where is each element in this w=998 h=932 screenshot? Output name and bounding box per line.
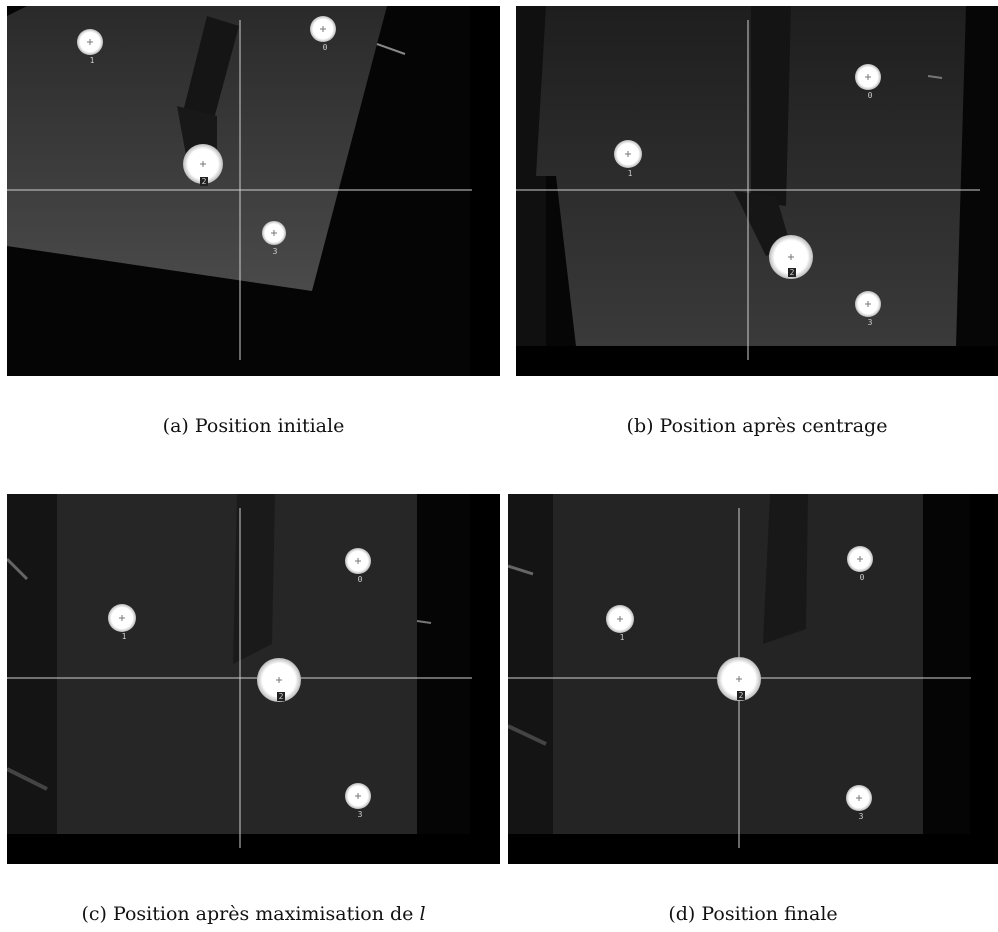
marker-2: 2 xyxy=(183,144,223,186)
marker-3: 3 xyxy=(855,291,881,327)
marker-label: 0 xyxy=(860,573,865,582)
caption-d: (d) Position finale xyxy=(668,903,838,925)
marker-label: 2 xyxy=(202,177,207,186)
panel-b-svg: 0 1 2 3 xyxy=(516,6,998,376)
marker-label: 3 xyxy=(358,810,363,819)
marker-label: 1 xyxy=(628,169,633,178)
marker-1: 1 xyxy=(606,605,634,642)
marker-label: 2 xyxy=(279,692,284,701)
marker-0: 0 xyxy=(310,16,336,52)
marker-3: 3 xyxy=(846,785,872,821)
caption-b: (b) Position après centrage xyxy=(626,415,888,437)
marker-label: 1 xyxy=(620,633,625,642)
panel-b-image: 0 1 2 3 xyxy=(516,6,998,376)
shadow-arm xyxy=(751,6,791,206)
caption-a: (a) Position initiale xyxy=(162,415,345,437)
panel-a-svg: 0 1 2 3 xyxy=(7,6,500,376)
marker-label: 3 xyxy=(859,812,864,821)
glint xyxy=(376,43,406,55)
marker-3: 3 xyxy=(345,783,371,819)
panel-a-image: 0 1 2 3 xyxy=(7,6,500,376)
marker-0: 0 xyxy=(855,64,881,100)
shadow-arm xyxy=(233,494,275,664)
marker-label: 3 xyxy=(868,318,873,327)
marker-2: 2 xyxy=(257,658,301,702)
marker-label: 2 xyxy=(739,691,744,700)
marker-label: 1 xyxy=(90,56,95,65)
panel-d-image: 0 1 2 3 xyxy=(508,494,998,864)
marker-label: 0 xyxy=(358,575,363,584)
marker-label: 2 xyxy=(790,268,795,277)
marker-label: 0 xyxy=(323,43,328,52)
marker-2: 2 xyxy=(769,235,813,279)
marker-label: 3 xyxy=(273,247,278,256)
marker-0: 0 xyxy=(345,548,371,584)
marker-2: 2 xyxy=(717,657,761,701)
marker-label: 0 xyxy=(868,91,873,100)
marker-1: 1 xyxy=(614,140,642,178)
panel-c-image: 0 1 2 3 xyxy=(7,494,500,864)
marker-0: 0 xyxy=(847,546,873,582)
caption-c-text: (c) Position après maximisation de xyxy=(81,903,414,925)
caption-c-variable: l xyxy=(419,903,426,925)
shadow-arm xyxy=(763,494,808,644)
panel-c-svg: 0 1 2 3 xyxy=(7,494,500,864)
marker-1: 1 xyxy=(108,604,136,641)
panel-d-svg: 0 1 2 3 xyxy=(508,494,998,864)
marker-label: 1 xyxy=(122,632,127,641)
marker-3: 3 xyxy=(262,221,286,256)
caption-c: (c) Position après maximisation de l xyxy=(7,903,500,925)
marker-1: 1 xyxy=(77,29,103,65)
shadow-arm xyxy=(182,16,239,126)
